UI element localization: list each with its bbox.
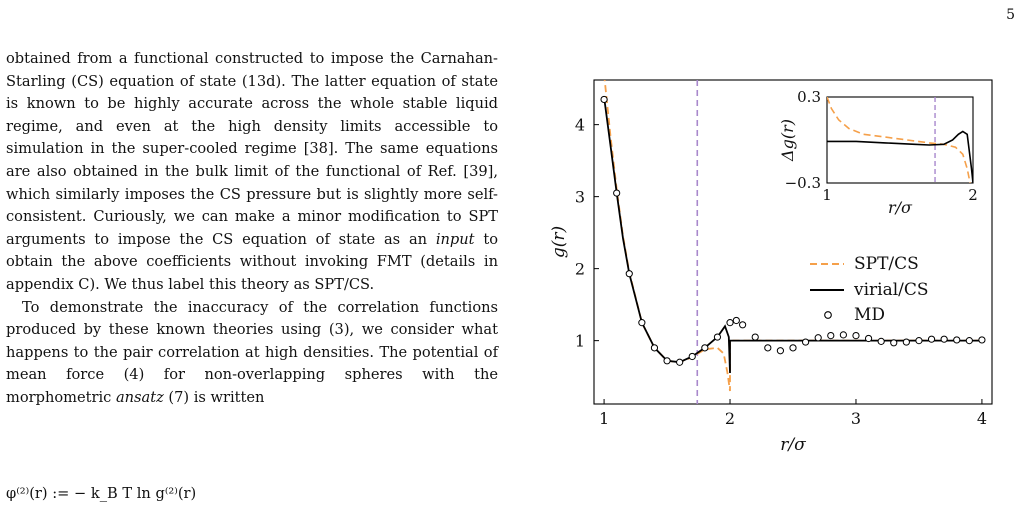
series-md-point-29 [953,336,961,344]
legend-label-spt-cs: SPT/CS [854,254,919,274]
series-md-point-7 [688,352,696,361]
series-md-point-30 [965,337,973,345]
series-md-point-19 [827,332,835,340]
series-md-point-21 [852,332,860,340]
legend: SPT/CS virial/CS MD [810,254,929,325]
x-tick-label-3: 4 [977,409,987,428]
y-tick-label-1: 2 [575,260,585,279]
paragraph-2-text-a: To demonstrate the inaccuracy of the cor… [6,298,498,406]
main-plot: 1 2 3 4 1 2 3 4 r/σ g(r) [549,79,993,455]
paragraph-2: To demonstrate the inaccuracy of the cor… [6,297,498,410]
series-md-markers [600,95,986,366]
y-tick-label-3: 4 [575,116,585,135]
paragraph-2-text-b: (7) is written [163,388,265,406]
inset-y-tick-label-1: −0.3 [785,174,821,192]
inset-x-axis-label: r/σ [888,198,913,217]
legend-label-virial-cs: virial/CS [853,280,929,300]
inset-plot: 1 2 0.3 −0.3 r/σ Δg(r) [778,88,978,217]
paragraph-1-text-b: to obtain the above coefficients without… [6,230,498,293]
series-md-point-31 [978,336,986,344]
series-md-point-1 [613,189,621,197]
x-tick-label-0: 1 [599,409,609,428]
y-tick-label-2: 3 [575,188,585,207]
inset-x-tick-label-0: 1 [822,186,832,204]
inset-y-axis-label: Δg(r) [778,119,797,162]
inset-axes-frame [826,96,974,184]
series-md-point-0 [600,95,608,104]
series-md-point-16 [789,344,797,352]
equation: φ⁽²⁾(r) := − k_B T ln g⁽²⁾(r) [6,485,197,502]
page-number: 5 [1006,7,1015,23]
paragraph-1: obtained from a functional constructed t… [6,48,498,297]
series-md-point-26 [915,337,923,345]
series-md-point-15 [776,347,785,355]
inset-x-tick-label-1: 2 [968,186,978,204]
paragraph-2-italic: ansatz [115,388,164,406]
series-md-point-3 [638,319,646,327]
series-md-point-14 [764,344,772,352]
series-md-point-17 [801,338,810,346]
main-axes-frame [593,79,993,405]
body-text: obtained from a functional constructed t… [6,48,498,410]
series-md-point-8 [701,344,709,352]
series-md-point-4 [650,344,659,352]
y-axis-label: g(r) [549,226,569,258]
series-md-point-12 [739,321,747,329]
inset-y-tick-label-0: 0.3 [797,88,821,106]
x-axis-label: r/σ [780,435,806,455]
series-md-point-5 [663,357,671,365]
series-md-point-25 [902,338,910,346]
series-md-point-9 [713,333,722,341]
inset-series-virial-cs-line [827,130,973,183]
legend-marker-md [824,311,832,319]
series-md-point-23 [877,337,885,345]
gr-chart: 1 2 3 4 1 2 3 4 r/σ g(r) 1 2 0.3 −0.3 r/σ Δg(r) SPT/CS… [549,79,993,455]
x-tick-label-1: 2 [725,409,735,428]
series-md-point-13 [751,333,759,341]
series-md-point-18 [814,334,822,342]
series-md-point-22 [864,334,873,343]
series-md-point-27 [927,335,936,343]
figure: 1 2 3 4 1 2 3 4 r/σ g(r) 1 2 0.3 −0.3 r/σ Δg(r) SPT/CS… [548,60,1008,474]
legend-label-md: MD [854,305,885,325]
series-md-point-6 [676,358,684,366]
series-md-point-11 [732,316,740,325]
series-md-point-2 [625,270,633,278]
x-tick-label-2: 3 [851,409,861,428]
series-md-point-24 [890,339,898,347]
y-tick-label-0: 1 [575,332,585,351]
series-md-point-10 [726,319,734,327]
inset-series-spt-cs-line [827,97,971,183]
paragraph-1-italic: input [435,230,475,248]
paragraph-1-text-a: obtained from a functional constructed t… [6,50,498,248]
series-md-point-28 [940,335,948,343]
series-md-point-20 [839,331,847,339]
